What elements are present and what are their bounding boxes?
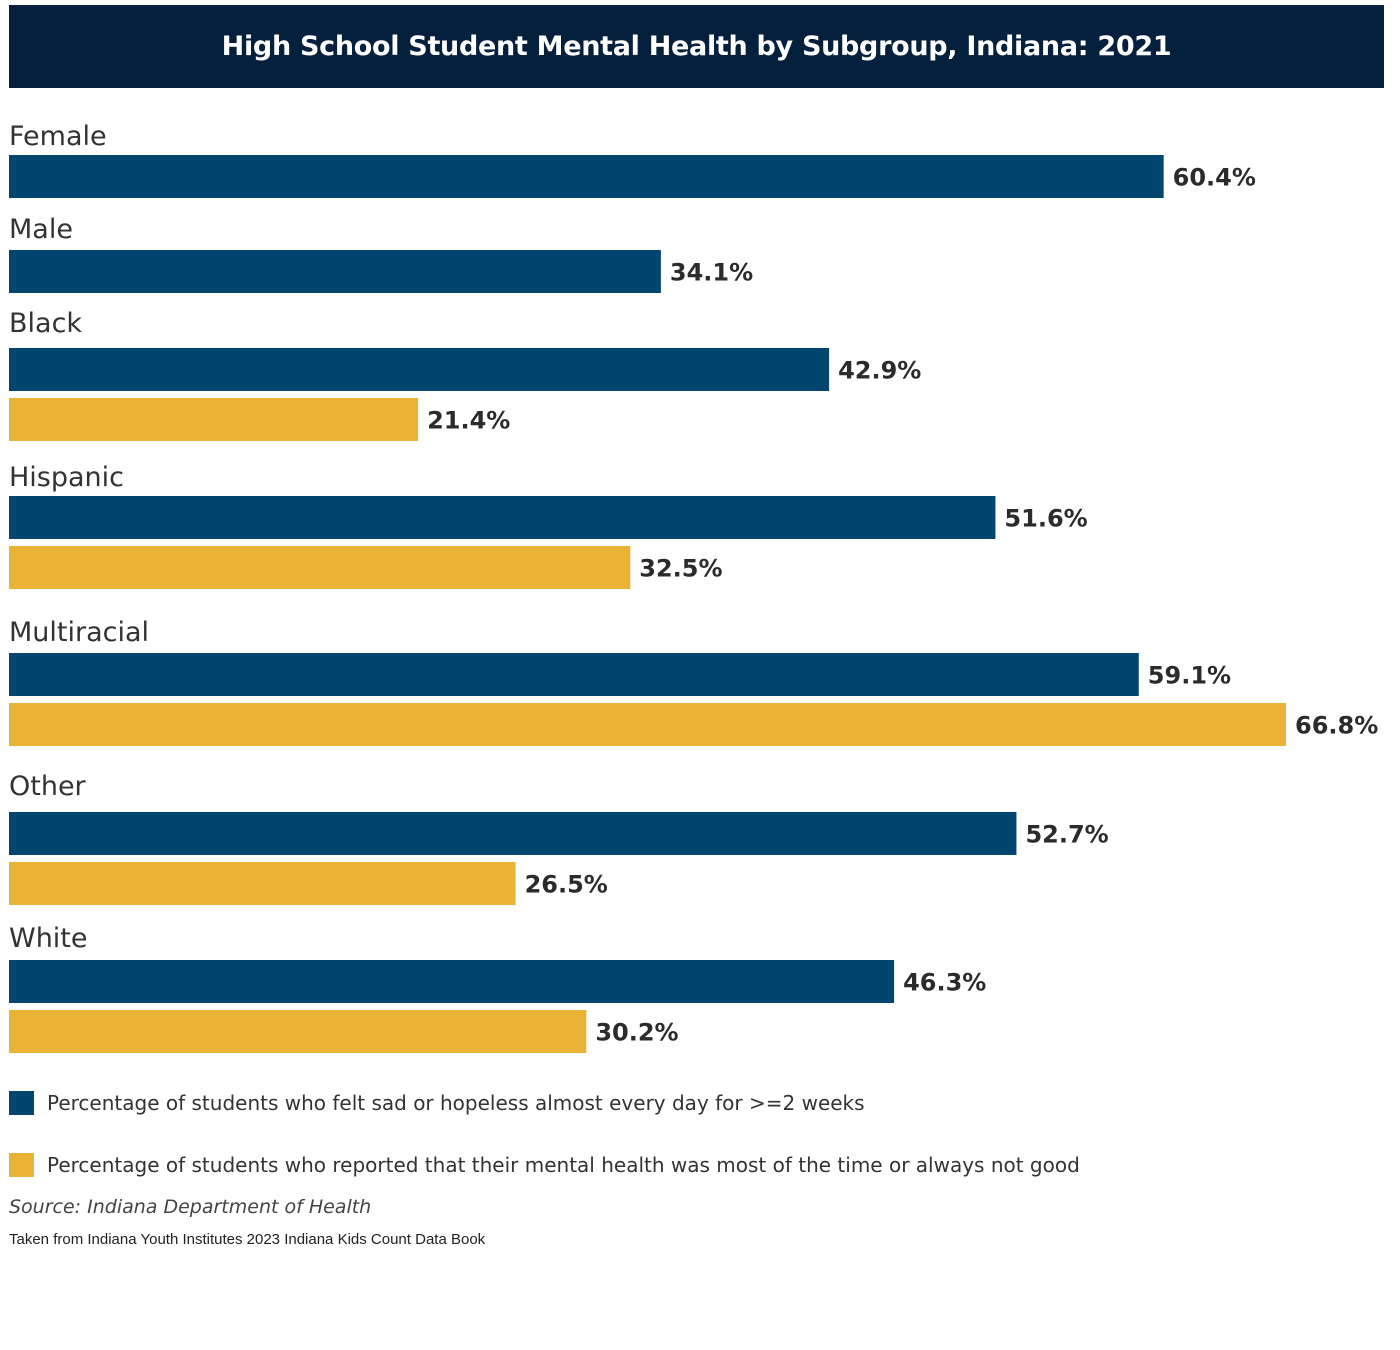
bar-other-mental-health [9,862,516,905]
bar-female-sad-hopeless [9,155,1164,198]
value-label-black-mental-health: 21.4% [427,407,510,435]
value-label-female-sad-hopeless: 60.4% [1173,164,1256,192]
bar-hispanic-sad-hopeless [9,496,996,539]
legend-item-mental-health: Percentage of students who reported that… [9,1153,1080,1177]
value-label-other-sad-hopeless: 52.7% [1025,821,1108,849]
bar-black-sad-hopeless [9,348,830,391]
category-label-black: Black [9,308,82,339]
legend-label-gold: Percentage of students who reported that… [47,1153,1080,1177]
bar-black-mental-health [9,398,419,441]
legend-swatch-gold [9,1153,34,1177]
chart-title: High School Student Mental Health by Sub… [221,31,1172,62]
bar-male-sad-hopeless [9,250,661,293]
bar-hispanic-mental-health [9,546,631,589]
bar-chart: Female 60.4% Male 34.1% Black 42.9% 21.4% Hispa… [9,121,1378,1053]
source-note: Source: Indiana Department of Health [9,1196,372,1218]
bar-other-sad-hopeless [9,812,1017,855]
category-label-multiracial: Multiracial [9,617,149,648]
category-label-hispanic: Hispanic [9,462,124,493]
bar-white-sad-hopeless [9,960,895,1003]
value-label-multiracial-sad-hopeless: 59.1% [1148,662,1231,690]
bar-multiracial-mental-health [9,703,1286,746]
value-label-white-mental-health: 30.2% [595,1019,678,1047]
value-label-multiracial-mental-health: 66.8% [1295,712,1378,740]
value-label-other-mental-health: 26.5% [525,871,608,899]
value-label-white-sad-hopeless: 46.3% [903,969,986,997]
category-label-male: Male [9,214,73,245]
value-label-black-sad-hopeless: 42.9% [838,357,921,385]
legend-label-blue: Percentage of students who felt sad or h… [47,1091,865,1115]
value-label-male-sad-hopeless: 34.1% [670,259,753,287]
category-label-female: Female [9,121,107,152]
bar-white-mental-health [9,1010,587,1053]
value-label-hispanic-mental-health: 32.5% [639,555,722,583]
value-label-hispanic-sad-hopeless: 51.6% [1004,505,1087,533]
category-label-white: White [9,923,88,954]
title-bar: High School Student Mental Health by Sub… [9,5,1384,88]
category-label-other: Other [9,771,87,802]
legend-item-sad-hopeless: Percentage of students who felt sad or h… [9,1091,865,1115]
legend-swatch-blue [9,1091,34,1115]
credit-note: Taken from Indiana Youth Institutes 2023… [9,1231,486,1248]
bar-multiracial-sad-hopeless [9,653,1139,696]
